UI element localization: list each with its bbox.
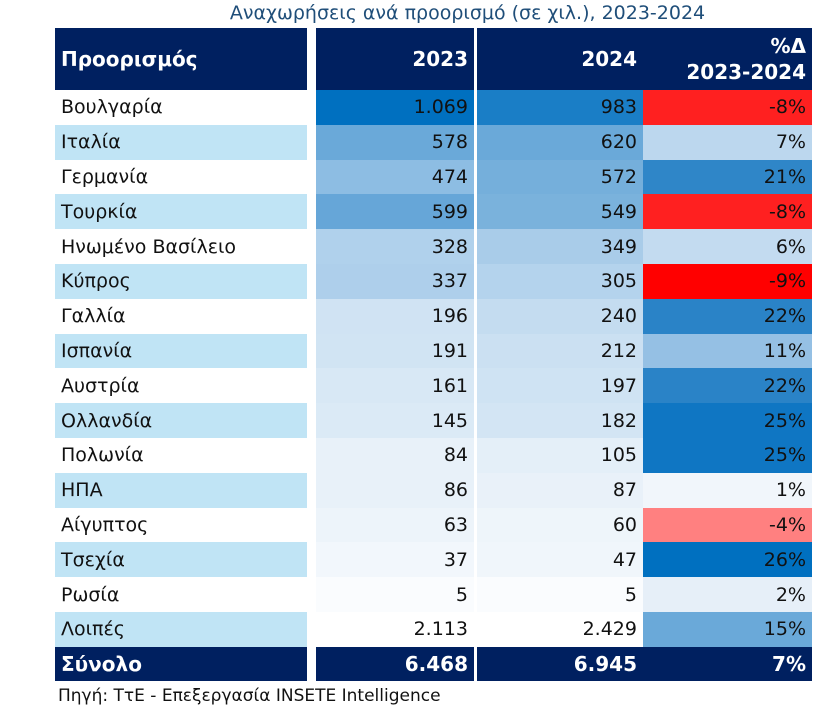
departures-table: Προορισμός 2023 2024 %Δ 2023-2024 Βουλγα… — [55, 28, 812, 681]
value-2024-cell: 87 — [477, 472, 643, 508]
value-2024-cell: 182 — [477, 403, 643, 438]
pct-change-cell: 25% — [643, 403, 812, 438]
table-body: Βουλγαρία 1.069 983 -8% Ιταλία 578 620 7% Γερμαν… — [55, 90, 812, 647]
destination-cell: Τσεχία — [55, 542, 307, 578]
table-row: Γερμανία 474 572 21% — [55, 159, 812, 195]
value-2024-cell: 5 — [477, 577, 643, 612]
destination-cell: Ισπανία — [55, 333, 307, 369]
destination-cell: Κύπρος — [55, 263, 307, 299]
pct-change-cell: 22% — [643, 298, 812, 334]
value-2024-cell: 983 — [477, 90, 643, 125]
table-row: Πολωνία 84 105 25% — [55, 437, 812, 473]
table-row: Ηνωμένο Βασίλειο 328 349 6% — [55, 229, 812, 264]
table-row: Λοιπές 2.113 2.429 15% — [55, 611, 812, 647]
value-2023-cell: 1.069 — [316, 90, 474, 125]
destination-cell: Ολλανδία — [55, 403, 307, 438]
destination-cell: Αίγυπτος — [55, 507, 307, 543]
value-2023-cell: 2.113 — [316, 611, 474, 647]
value-2024-cell: 197 — [477, 368, 643, 404]
value-2024-cell: 212 — [477, 333, 643, 369]
table-row: Βουλγαρία 1.069 983 -8% — [55, 90, 812, 125]
value-2023-cell: 578 — [316, 124, 474, 160]
table-row: Αίγυπτος 63 60 -4% — [55, 507, 812, 543]
pct-change-cell: 7% — [643, 124, 812, 160]
pct-change-cell: -8% — [643, 90, 812, 125]
table-row: ΗΠΑ 86 87 1% — [55, 472, 812, 508]
value-2023-cell: 86 — [316, 472, 474, 508]
pct-change-cell: 15% — [643, 611, 812, 647]
destination-cell: Λοιπές — [55, 611, 307, 647]
table-row: Ρωσία 5 5 2% — [55, 577, 812, 612]
value-2023-cell: 63 — [316, 507, 474, 543]
value-2023-cell: 328 — [316, 229, 474, 264]
value-2024-cell: 60 — [477, 507, 643, 543]
value-2024-cell: 620 — [477, 124, 643, 160]
pct-change-cell: 26% — [643, 542, 812, 578]
total-row: Σύνολο 6.468 6.945 7% — [55, 646, 812, 681]
value-2023-cell: 37 — [316, 542, 474, 578]
table-row: Αυστρία 161 197 22% — [55, 368, 812, 404]
pct-change-cell: 1% — [643, 472, 812, 508]
total-label: Σύνολο — [55, 646, 307, 681]
table-row: Ισπανία 191 212 11% — [55, 333, 812, 369]
value-2024-cell: 105 — [477, 437, 643, 473]
header-pct-period: 2023-2024 — [686, 60, 806, 84]
value-2023-cell: 196 — [316, 298, 474, 334]
value-2023-cell: 161 — [316, 368, 474, 404]
table-row: Τουρκία 599 549 -8% — [55, 194, 812, 230]
table-title: Αναχωρήσεις ανά προορισμό (σε χιλ.), 202… — [229, 2, 706, 24]
header-pct-change: %Δ 2023-2024 — [643, 28, 812, 90]
value-2023-cell: 337 — [316, 263, 474, 299]
table-row: Ολλανδία 145 182 25% — [55, 403, 812, 438]
destination-cell: Πολωνία — [55, 437, 307, 473]
destination-cell: Τουρκία — [55, 194, 307, 230]
pct-change-cell: 6% — [643, 229, 812, 264]
value-2024-cell: 349 — [477, 229, 643, 264]
value-2023-cell: 5 — [316, 577, 474, 612]
destination-cell: Αυστρία — [55, 368, 307, 404]
value-2024-cell: 240 — [477, 298, 643, 334]
destination-cell: Γερμανία — [55, 159, 307, 195]
total-pct: 7% — [643, 646, 812, 681]
header-row: Προορισμός 2023 2024 %Δ 2023-2024 — [55, 28, 812, 90]
table-row: Κύπρος 337 305 -9% — [55, 263, 812, 299]
pct-change-cell: 21% — [643, 159, 812, 195]
destination-cell: ΗΠΑ — [55, 472, 307, 508]
header-destination: Προορισμός — [55, 28, 307, 90]
destination-cell: Γαλλία — [55, 298, 307, 334]
pct-change-cell: 22% — [643, 368, 812, 404]
value-2024-cell: 47 — [477, 542, 643, 578]
value-2024-cell: 572 — [477, 159, 643, 195]
table-row: Ιταλία 578 620 7% — [55, 124, 812, 160]
value-2023-cell: 474 — [316, 159, 474, 195]
value-2023-cell: 84 — [316, 437, 474, 473]
value-2024-cell: 305 — [477, 263, 643, 299]
value-2023-cell: 599 — [316, 194, 474, 230]
header-pct-symbol: %Δ — [770, 34, 806, 58]
destination-cell: Ρωσία — [55, 577, 307, 612]
table-row: Τσεχία 37 47 26% — [55, 542, 812, 578]
value-2024-cell: 2.429 — [477, 611, 643, 647]
pct-change-cell: -4% — [643, 507, 812, 543]
source-note: Πηγή: ΤτΕ - Επεξεργασία INSETE Intellige… — [58, 686, 441, 706]
pct-change-cell: 2% — [643, 577, 812, 612]
total-2023: 6.468 — [316, 646, 474, 681]
pct-change-cell: 25% — [643, 437, 812, 473]
destination-cell: Ηνωμένο Βασίλειο — [55, 229, 307, 264]
pct-change-cell: -8% — [643, 194, 812, 230]
value-2023-cell: 145 — [316, 403, 474, 438]
value-2023-cell: 191 — [316, 333, 474, 369]
header-2024: 2024 — [477, 28, 643, 90]
header-2023: 2023 — [316, 28, 474, 90]
value-2024-cell: 549 — [477, 194, 643, 230]
destination-cell: Βουλγαρία — [55, 90, 307, 125]
table-row: Γαλλία 196 240 22% — [55, 298, 812, 334]
total-2024: 6.945 — [477, 646, 643, 681]
pct-change-cell: 11% — [643, 333, 812, 369]
destination-cell: Ιταλία — [55, 124, 307, 160]
pct-change-cell: -9% — [643, 263, 812, 299]
